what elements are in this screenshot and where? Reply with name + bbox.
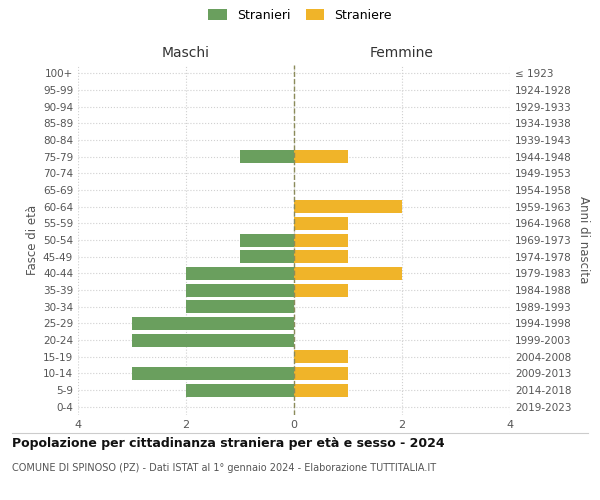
Y-axis label: Anni di nascita: Anni di nascita	[577, 196, 590, 284]
Bar	[186, 267, 294, 280]
Bar	[240, 150, 294, 163]
Text: Popolazione per cittadinanza straniera per età e sesso - 2024: Popolazione per cittadinanza straniera p…	[12, 438, 445, 450]
Legend: Stranieri, Straniere: Stranieri, Straniere	[208, 8, 392, 22]
Bar	[294, 350, 348, 363]
Bar	[294, 250, 348, 263]
Bar	[240, 250, 294, 263]
Text: COMUNE DI SPINOSO (PZ) - Dati ISTAT al 1° gennaio 2024 - Elaborazione TUTTITALIA: COMUNE DI SPINOSO (PZ) - Dati ISTAT al 1…	[12, 463, 436, 473]
Bar	[294, 367, 348, 380]
Y-axis label: Fasce di età: Fasce di età	[26, 205, 39, 275]
Bar	[132, 367, 294, 380]
Bar	[294, 217, 348, 230]
Bar	[294, 234, 348, 246]
Bar	[294, 150, 348, 163]
Bar	[186, 384, 294, 396]
Bar	[294, 200, 402, 213]
Bar	[186, 284, 294, 296]
Bar	[294, 384, 348, 396]
Bar	[294, 284, 348, 296]
Bar	[132, 334, 294, 346]
Bar	[132, 317, 294, 330]
Bar	[294, 267, 402, 280]
Bar	[240, 234, 294, 246]
Bar	[186, 300, 294, 313]
